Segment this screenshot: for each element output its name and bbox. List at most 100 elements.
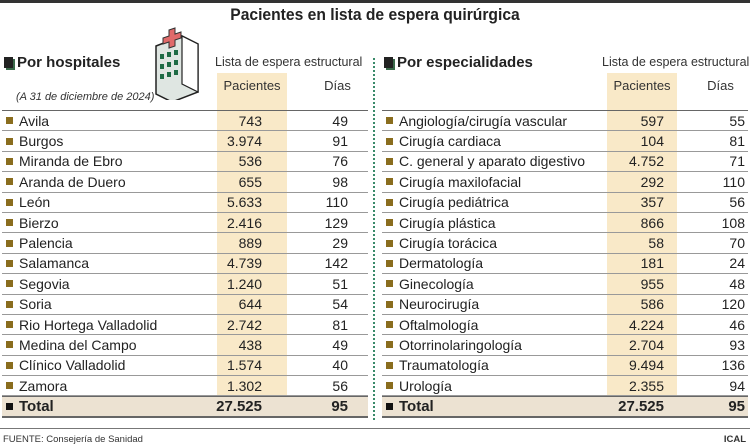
- row-dias: 91: [332, 133, 348, 150]
- row-dias: 48: [729, 275, 745, 292]
- row-pacientes: 955: [640, 275, 664, 292]
- table-row: Palencia 889 29: [2, 233, 368, 254]
- page-title: Pacientes en lista de espera quirúrgica: [230, 5, 520, 24]
- row-dias: 56: [729, 194, 745, 211]
- row-pacientes: 536: [238, 153, 262, 170]
- table-row: Aranda de Duero 655 98: [2, 172, 368, 193]
- row-name: Ginecología: [399, 275, 474, 292]
- row-pacientes: 644: [238, 296, 262, 313]
- row-dias: 108: [721, 214, 745, 231]
- row-dias: 81: [729, 133, 745, 150]
- row-pacientes: 2.416: [226, 214, 262, 231]
- total-label: Total: [19, 398, 54, 416]
- bullet-icon: [386, 382, 393, 390]
- row-pacientes: 4.739: [226, 255, 262, 272]
- row-name: Aranda de Duero: [19, 173, 126, 190]
- table-row: Miranda de Ebro 536 76: [2, 152, 368, 173]
- row-dias: 54: [332, 296, 348, 313]
- bullet-icon: [386, 321, 393, 329]
- bottom-rule: [0, 428, 750, 429]
- row-dias: 93: [729, 336, 745, 353]
- total-dias: 95: [331, 398, 348, 416]
- row-dias: 81: [332, 316, 348, 333]
- table-row: León 5.633 110: [2, 193, 368, 213]
- row-pacientes: 2.704: [628, 336, 664, 353]
- hospitales-heading-text: Por hospitales: [17, 54, 121, 71]
- bullet-icon: [386, 178, 393, 186]
- row-dias: 129: [324, 214, 348, 231]
- table-row: Burgos 3.974 91: [2, 131, 368, 152]
- table-row: Cirugía pediátrica 357 56: [382, 193, 748, 213]
- col-pacientes: Pacientes: [223, 78, 281, 93]
- table-row: Neurocirugía 586 120: [382, 295, 748, 315]
- row-dias: 70: [729, 235, 745, 252]
- row-pacientes: 1.302: [226, 377, 262, 394]
- row-name: C. general y aparato digestivo: [399, 153, 585, 170]
- col-dias: Días: [707, 78, 734, 93]
- bullet-icon: [386, 300, 393, 308]
- row-dias: 29: [332, 235, 348, 252]
- row-dias: 76: [332, 153, 348, 170]
- hospitales-heading: Por hospitales: [4, 54, 120, 71]
- table-row: Dermatología 181 24: [382, 254, 748, 275]
- row-name: Cirugía cardiaca: [399, 133, 501, 150]
- row-pacientes: 889: [238, 235, 262, 252]
- table-row: Ginecología 955 48: [382, 274, 748, 295]
- row-dias: 94: [729, 377, 745, 394]
- row-pacientes: 292: [640, 173, 664, 190]
- row-dias: 71: [729, 153, 745, 170]
- row-pacientes: 2.742: [226, 316, 262, 333]
- row-pacientes: 4.224: [628, 316, 664, 333]
- bullet-icon: [386, 117, 393, 125]
- row-name: Soria: [19, 296, 52, 313]
- bullet-icon: [6, 137, 13, 145]
- row-name: Medina del Campo: [19, 336, 137, 353]
- row-name: Burgos: [19, 133, 64, 150]
- total-pacientes: 27.525: [216, 398, 262, 416]
- bullet-icon: [386, 361, 393, 369]
- table-row: Rio Hortega Valladolid 2.742 81: [2, 315, 368, 336]
- bullet-icon: [6, 321, 13, 329]
- row-name: Angiología/cirugía vascular: [399, 112, 568, 129]
- especialidades-heading-text: Por especialidades: [397, 54, 533, 71]
- bullet-icon: [386, 219, 393, 227]
- bullet-icon: [6, 300, 13, 308]
- row-dias: 40: [332, 357, 348, 374]
- square-bullet-icon: [4, 57, 13, 68]
- row-name: Cirugía maxilofacial: [399, 173, 522, 190]
- row-dias: 110: [325, 194, 348, 211]
- row-dias: 98: [332, 173, 348, 190]
- row-dias: 51: [332, 275, 348, 292]
- row-pacientes: 597: [640, 112, 664, 129]
- bullet-icon: [6, 178, 13, 186]
- row-pacientes: 1.240: [226, 275, 262, 292]
- row-pacientes: 866: [640, 214, 664, 231]
- table-row: Medina del Campo 438 49: [2, 335, 368, 356]
- bullet-icon: [386, 198, 393, 206]
- row-name: Clínico Valladolid: [19, 357, 126, 374]
- row-dias: 46: [729, 316, 745, 333]
- table-row: Urología 2.355 94: [382, 376, 748, 397]
- credit: ICAL: [723, 434, 746, 445]
- section-divider: [373, 58, 375, 420]
- row-name: Avila: [19, 112, 50, 129]
- row-pacientes: 357: [640, 194, 664, 211]
- row-dias: 24: [729, 255, 745, 272]
- table-row: Bierzo 2.416 129: [2, 213, 368, 234]
- bullet-icon: [6, 382, 13, 390]
- row-dias: 142: [324, 255, 348, 272]
- row-pacientes: 4.752: [628, 153, 664, 170]
- row-dias: 49: [332, 336, 348, 353]
- bullet-icon: [386, 259, 393, 267]
- group-header: Lista de espera estructural: [602, 55, 750, 69]
- row-name: Zamora: [19, 377, 68, 394]
- especialidades-section: Por especialidades Lista de espera estru…: [380, 0, 750, 448]
- row-name: Cirugía pediátrica: [399, 194, 509, 211]
- total-label: Total: [399, 398, 434, 416]
- table-row: Cirugía plástica 866 108: [382, 213, 748, 234]
- row-name: Cirugía torácica: [399, 235, 498, 252]
- bullet-icon: [6, 403, 13, 411]
- bullet-icon: [386, 341, 393, 349]
- table-row: Zamora 1.302 56: [2, 376, 368, 397]
- table-row: Salamanca 4.739 142: [2, 254, 368, 275]
